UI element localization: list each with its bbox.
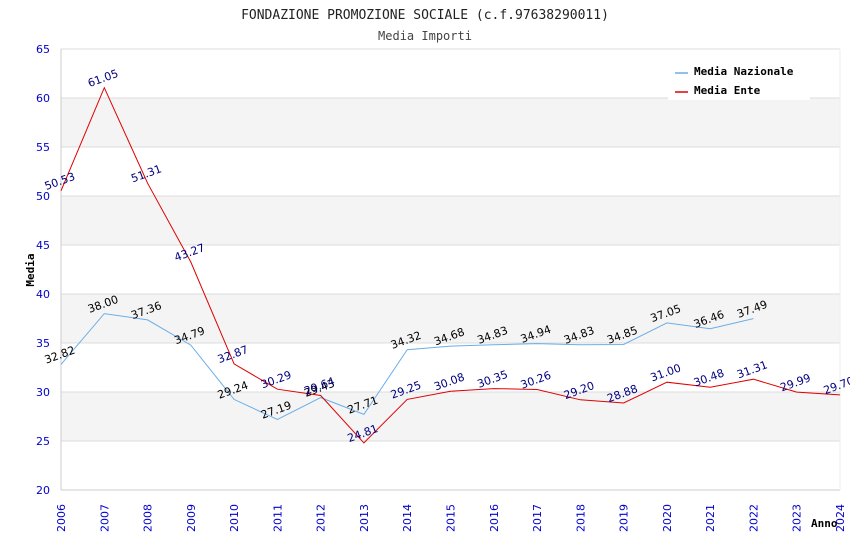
x-tick-label: 2018: [574, 504, 587, 532]
plot-band: [61, 441, 840, 490]
x-tick-label: 2020: [661, 504, 674, 532]
x-tick-label: 2009: [185, 504, 198, 532]
x-tick-labels: 2006 2007 2008 2009 2010 2011 2012 2013 2014 2015…: [55, 504, 847, 532]
legend: Media Nazionale Media Ente: [668, 60, 810, 100]
plot-background: [61, 49, 840, 490]
plot-band: [61, 343, 840, 392]
axes: [60, 49, 841, 491]
y-tick-label: 45: [36, 239, 50, 252]
series-lines: [60, 86, 841, 444]
grid-lines: [61, 48, 840, 491]
x-tick-label: 2024: [834, 504, 847, 532]
legend-box: [668, 60, 810, 100]
y-tick-label: 30: [36, 386, 50, 399]
legend-label-media-nazionale: Media Nazionale: [694, 65, 794, 78]
x-tick-label: 2012: [315, 504, 328, 532]
x-tick-label: 2013: [358, 504, 371, 532]
x-tick-label: 2014: [401, 504, 414, 532]
y-tick-label: 65: [36, 43, 50, 56]
chart-subtitle: Media Importi: [378, 29, 472, 43]
x-axis-label: Anno: [811, 517, 838, 530]
plot-band: [61, 98, 840, 147]
y-tick-label: 35: [36, 337, 50, 350]
x-tick-label: 2011: [271, 504, 284, 532]
x-tick-label: 2006: [55, 504, 68, 532]
series-line-media-nazionale: [60, 313, 754, 421]
y-tick-labels: 20 25 30 35 40 45 50 55 60 65: [36, 43, 50, 497]
plot-band: [61, 147, 840, 196]
x-tick-label: 2015: [445, 504, 458, 532]
x-tick-label: 2008: [142, 504, 155, 532]
plot-band: [61, 392, 840, 441]
y-tick-label: 40: [36, 288, 50, 301]
y-tick-label: 20: [36, 484, 50, 497]
series-line-media-ente: [60, 86, 841, 444]
y-axis-label: Media: [24, 253, 37, 286]
y-tick-label: 25: [36, 435, 50, 448]
y-tick-label: 60: [36, 92, 50, 105]
plot-band: [61, 245, 840, 294]
x-tick-label: 2019: [618, 504, 631, 532]
x-tick-label: 2007: [98, 504, 111, 532]
x-tick-label: 2022: [747, 504, 760, 532]
x-tick-label: 2023: [791, 504, 804, 532]
x-tick-label: 2010: [228, 504, 241, 532]
y-tick-label: 55: [36, 141, 50, 154]
plot-band: [61, 294, 840, 343]
chart-title: FONDAZIONE PROMOZIONE SOCIALE (c.f.97638…: [241, 8, 609, 23]
legend-label-media-ente: Media Ente: [694, 84, 761, 97]
x-tick-label: 2016: [488, 504, 501, 532]
x-tick-label: 2017: [531, 504, 544, 532]
plot-band: [61, 196, 840, 245]
x-tick-label: 2021: [704, 504, 717, 532]
y-tick-label: 50: [36, 190, 50, 203]
